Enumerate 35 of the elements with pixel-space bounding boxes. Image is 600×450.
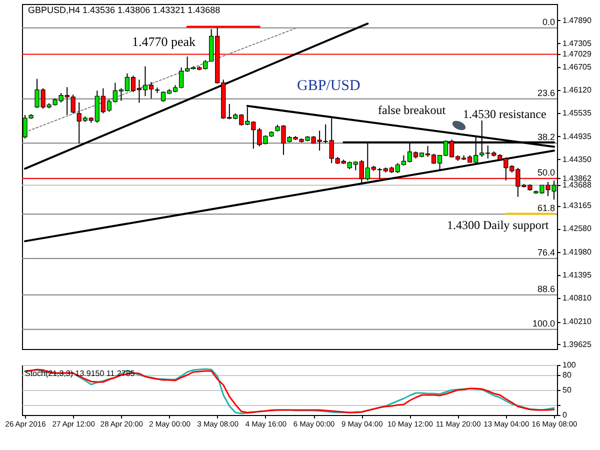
annotation: 50.0 [537, 168, 555, 178]
annotation: 1.4300 Daily support [447, 218, 550, 232]
y-tick-label: 1.44935 [562, 132, 592, 141]
y-tick-label: 1.40810 [562, 294, 592, 303]
y-tick-label: 1.43165 [562, 201, 592, 210]
annotation: false breakout [378, 103, 446, 117]
text: GBP/USD [297, 78, 361, 94]
annotation: 38.2 [537, 132, 555, 142]
y-tick-label: 1.43688 [562, 180, 592, 190]
annotation: 1.4530 resistance [463, 107, 546, 121]
annotation: 88.6 [537, 284, 555, 294]
annotation: 23.6 [537, 88, 555, 98]
y-tick-label: 1.41980 [562, 248, 592, 257]
y-tick-label: 80 [562, 370, 572, 380]
annotation: 100.0 [532, 318, 555, 328]
y-tick-label: 1.42580 [562, 224, 592, 234]
y-tick-label: 50 [562, 386, 572, 394]
y-tick-label: 1.39625 [562, 340, 592, 349]
y-tick-label: 1.47029 [562, 50, 592, 59]
y-tick-label: 1.47305 [562, 38, 592, 48]
y-tick-label: 1.44350 [562, 154, 592, 164]
y-tick-label: 1.45535 [562, 108, 592, 118]
y-tick-label: 1.46705 [562, 62, 592, 72]
y-tick-label: 1.46120 [562, 85, 592, 94]
annotation: 76.4 [537, 247, 555, 258]
y-tick-label: 1.47890 [562, 16, 592, 25]
annotation: 0.0 [542, 16, 555, 27]
annotation: 1.4770 peak [132, 34, 196, 49]
annotation: GBPUSD,H4 1.43536 1.43806 1.43321 1.43688 [28, 5, 220, 15]
y-tick-label: 1.41395 [562, 270, 592, 280]
y-tick-label: 100 [562, 360, 576, 370]
y-tick-label: 1.40210 [562, 317, 592, 326]
annotation: 61.8 [537, 203, 555, 214]
y-tick-label: 0 [562, 410, 568, 420]
y-tick-label: 1.43862 [562, 174, 592, 183]
